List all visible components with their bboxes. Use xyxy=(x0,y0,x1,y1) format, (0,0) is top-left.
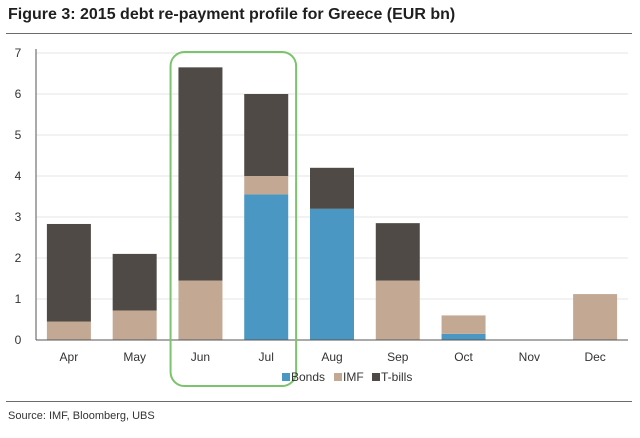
stacked-bar-chart: 0 1 2 3 4 5 6 7 Apr May Jun Jul Aug Sep Oct Nov Dec Bond… xyxy=(15,46,628,387)
y-tick-label: 6 xyxy=(15,87,22,101)
x-tick-label: Nov xyxy=(519,350,540,364)
bar-segment-bonds-jul xyxy=(244,194,289,340)
bar-segment-imf-jul xyxy=(244,176,289,195)
y-tick-label: 0 xyxy=(15,333,22,347)
bar-segment-imf-apr xyxy=(46,321,91,340)
y-tick-label: 2 xyxy=(15,251,22,265)
bar-segment-imf-oct xyxy=(441,315,486,334)
x-tick-label: May xyxy=(123,350,146,364)
x-tick-label: Jun xyxy=(191,350,210,364)
x-tick-label: Jul xyxy=(259,350,274,364)
bar-segment-tbills-jul xyxy=(244,94,289,176)
x-tick-label: Sep xyxy=(387,350,409,364)
bar-segment-tbills-apr xyxy=(46,223,91,322)
x-tick-label: Apr xyxy=(60,350,79,364)
bar-segment-tbills-aug xyxy=(310,167,354,209)
highlight-layer xyxy=(169,51,298,387)
title-divider xyxy=(6,33,632,34)
legend-swatch-imf xyxy=(334,373,342,381)
bar-segment-imf-sep xyxy=(375,280,420,340)
footer-divider xyxy=(6,401,632,402)
bar-segment-tbills-sep xyxy=(375,223,420,281)
legend-label: Bonds xyxy=(291,370,325,384)
bar-segment-bonds-oct xyxy=(441,333,486,340)
chart-title: Figure 3: 2015 debt re-payment profile f… xyxy=(8,6,456,23)
y-tick-label: 3 xyxy=(15,210,22,224)
legend-swatch-tbills xyxy=(372,373,380,381)
bar-layer xyxy=(46,67,618,340)
y-tick-label: 4 xyxy=(15,169,22,183)
highlight-box xyxy=(169,51,298,387)
legend-swatch-bonds xyxy=(282,373,290,381)
bar-segment-tbills-jun xyxy=(178,67,223,281)
x-tick-label: Oct xyxy=(454,350,473,364)
y-tick-label: 1 xyxy=(15,292,22,306)
bar-segment-bonds-aug xyxy=(310,208,354,340)
x-tick-label: Aug xyxy=(321,350,342,364)
y-tick-label: 5 xyxy=(15,128,22,142)
legend-label: IMF xyxy=(343,370,364,384)
x-tick-label: Dec xyxy=(584,350,605,364)
legend: Bonds IMF T-bills xyxy=(282,370,412,384)
legend-label: T-bills xyxy=(381,370,412,384)
source-note: Source: IMF, Bloomberg, UBS xyxy=(8,410,155,422)
bar-segment-imf-dec xyxy=(573,294,618,340)
axis-layer: 0 1 2 3 4 5 6 7 Apr May Jun Jul Aug Sep Oct Nov Dec xyxy=(15,46,628,364)
y-tick-label: 7 xyxy=(15,46,22,60)
bar-segment-imf-jun xyxy=(178,280,223,340)
bar-segment-tbills-may xyxy=(112,253,157,311)
bar-segment-imf-may xyxy=(112,310,157,340)
